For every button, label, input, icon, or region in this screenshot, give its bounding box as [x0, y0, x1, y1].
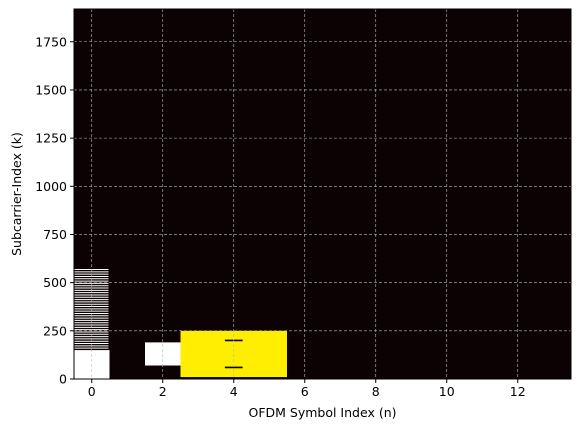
x-tick-label: 8 [372, 384, 380, 399]
plot-frame [73, 8, 572, 380]
x-tick-label: 4 [230, 384, 238, 399]
y-tick-label: 1500 [35, 82, 67, 97]
resource-region [145, 342, 181, 366]
x-tick-label: 2 [159, 384, 167, 399]
y-tick-label: 500 [43, 275, 67, 290]
y-tick-label: 1750 [35, 34, 67, 49]
y-axis-label: Subcarrier-Index (k) [9, 132, 24, 256]
x-tick-label: 10 [439, 384, 455, 399]
y-tick-label: 0 [59, 372, 67, 387]
x-tick-label: 6 [301, 384, 309, 399]
y-tick-label: 750 [43, 227, 67, 242]
x-tick-label: 0 [88, 384, 96, 399]
x-axis-label: OFDM Symbol Index (n) [248, 405, 396, 420]
y-axis: 0 250 500 750 1000 1250 1500 1750 [35, 34, 74, 387]
x-tick-label: 12 [510, 384, 526, 399]
y-tick-label: 250 [43, 323, 67, 338]
plot-background [74, 9, 571, 379]
y-tick-label: 1250 [35, 131, 67, 146]
symbol0-lines-layer [74, 269, 109, 349]
x-axis: 0 2 4 6 8 10 12 [88, 379, 526, 399]
y-tick-label: 1000 [35, 179, 67, 194]
